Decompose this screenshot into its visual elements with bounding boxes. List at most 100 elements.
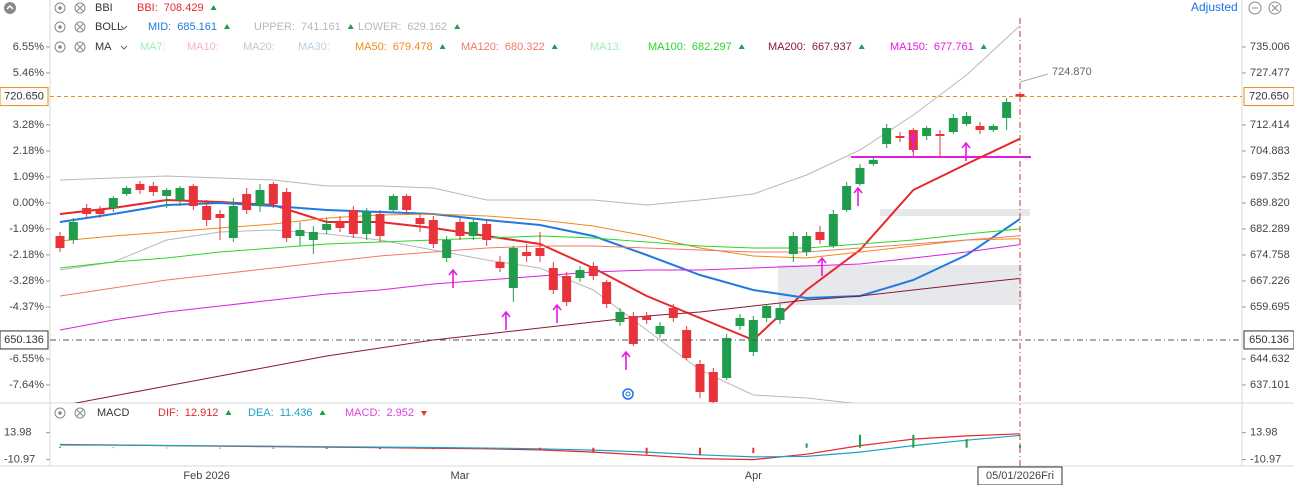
hide-button[interactable] xyxy=(74,407,86,419)
legend-name: MA50: xyxy=(355,41,387,53)
macd-bar xyxy=(752,447,755,454)
candle-body xyxy=(895,135,905,138)
y2-tick-label: -1.09% xyxy=(9,223,44,235)
candle-body xyxy=(668,307,678,318)
indicator-line xyxy=(59,25,1021,206)
candle-body xyxy=(135,183,145,190)
legend-value: 12.912 xyxy=(185,407,219,419)
annotation-label: 724.870 xyxy=(1052,66,1092,78)
macd-bar xyxy=(112,447,115,449)
settings-button[interactable] xyxy=(54,2,66,14)
candle-body xyxy=(322,223,332,230)
settings-button[interactable] xyxy=(54,21,66,33)
indicator-name: BBI xyxy=(95,2,113,14)
legend-name: BBI: xyxy=(137,2,158,14)
candle-body xyxy=(108,197,118,208)
drawn-arrow xyxy=(853,186,863,206)
y2-tick-label: -3.28% xyxy=(9,275,44,287)
candle-body xyxy=(268,183,278,204)
hide-icon xyxy=(76,23,84,31)
candle-body xyxy=(788,235,798,255)
up-indicator xyxy=(210,5,217,10)
dropdown-icon xyxy=(120,45,128,50)
candle-body xyxy=(455,221,465,236)
macd-y-tick-label: 13.98 xyxy=(4,427,32,439)
candle-body xyxy=(575,269,585,278)
legend-name: DIF: xyxy=(158,407,179,419)
candle-body xyxy=(122,187,132,194)
collapse-icon xyxy=(6,4,14,10)
candle-body xyxy=(962,115,972,124)
candle-body xyxy=(348,210,358,234)
macd-bar xyxy=(378,447,381,450)
y2-tick-label: 6.55% xyxy=(13,41,44,53)
close-icon xyxy=(1271,4,1279,12)
macd-bar xyxy=(432,447,435,450)
y2-tick-label: -2.18% xyxy=(9,249,44,261)
settings-button[interactable] xyxy=(54,41,66,53)
macd-bar xyxy=(485,447,488,450)
up-indicator xyxy=(319,410,326,415)
close-button[interactable] xyxy=(1268,1,1282,15)
candle-body xyxy=(695,363,705,392)
price-label-box xyxy=(0,87,49,107)
settings-icon xyxy=(58,6,62,10)
candle-body xyxy=(215,214,225,219)
candle-body xyxy=(535,248,545,256)
candle-body xyxy=(1002,101,1012,118)
y-tick-label: 682.289 xyxy=(1250,223,1290,235)
drawn-arrow xyxy=(448,268,458,288)
candle-body xyxy=(468,221,478,236)
drawn-arrow xyxy=(908,132,918,152)
candle-body xyxy=(842,185,852,211)
macd-bar xyxy=(538,447,541,450)
macd-bar xyxy=(912,434,915,448)
candle-body xyxy=(922,127,932,136)
candle-body xyxy=(975,125,985,130)
candle-body xyxy=(762,306,772,318)
event-marker[interactable] xyxy=(622,388,634,400)
y-tick-label: 659.695 xyxy=(1250,301,1290,313)
candle-body xyxy=(68,221,78,240)
hide-button[interactable] xyxy=(74,21,86,33)
macd-bar xyxy=(325,447,328,449)
settings-icon xyxy=(58,45,62,49)
candle-body xyxy=(708,372,718,402)
candle-body xyxy=(282,191,292,238)
collapse-button[interactable] xyxy=(4,2,16,14)
up-indicator xyxy=(439,44,446,49)
settings-button[interactable] xyxy=(54,407,66,419)
candle-body xyxy=(255,189,265,206)
legend-name-hidden: MA7: xyxy=(140,41,166,53)
candle-body xyxy=(748,319,758,352)
adjusted-toggle[interactable]: Adjusted xyxy=(1191,0,1238,14)
candle-body xyxy=(428,219,438,245)
candle-body xyxy=(802,235,812,253)
candle-body xyxy=(362,212,372,234)
crosshair-label-box xyxy=(1243,330,1294,350)
dropdown-icon xyxy=(120,25,128,30)
candle-body xyxy=(402,195,412,211)
x-tick-label: Mar xyxy=(451,470,470,482)
y2-tick-label: -4.37% xyxy=(9,301,44,313)
legend-value: 708.429 xyxy=(164,2,204,14)
x-tick-label: Feb 2026 xyxy=(183,470,229,482)
indicator-name: BOLL xyxy=(95,21,123,33)
legend-value: 629.162 xyxy=(407,21,447,33)
hide-button[interactable] xyxy=(74,41,86,53)
candle-body xyxy=(602,281,612,304)
y-tick-label: 689.820 xyxy=(1250,197,1290,209)
y2-tick-label: 2.18% xyxy=(13,145,44,157)
y-tick-label: 727.477 xyxy=(1250,67,1290,79)
y2-tick-label: -6.55% xyxy=(9,353,44,365)
candle-body xyxy=(868,159,878,164)
macd-bar xyxy=(592,447,595,452)
y2-tick-label: 3.28% xyxy=(13,119,44,131)
hide-button[interactable] xyxy=(74,2,86,14)
legend-value: 685.161 xyxy=(177,21,217,33)
candle-body xyxy=(228,205,238,238)
legend-value: 667.937 xyxy=(812,41,852,53)
macd-y-tick-label: -10.97 xyxy=(4,454,35,466)
indicator-line xyxy=(73,278,1021,403)
minus-button[interactable] xyxy=(1248,1,1262,15)
